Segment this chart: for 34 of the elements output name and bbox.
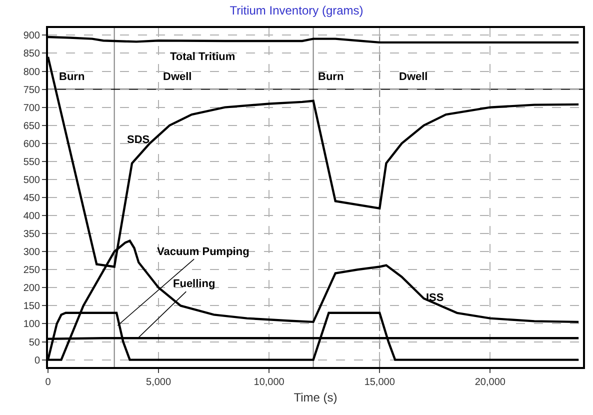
y-tick-label: 750 [23, 84, 40, 96]
chart-title: Tritium Inventory (grams) [230, 4, 364, 18]
x-tick-label: 15,000 [364, 377, 396, 388]
x-tick-label: 20,000 [474, 377, 506, 388]
annotation: Burn [59, 71, 85, 83]
x-tick-label: 5,000 [146, 377, 172, 388]
y-tick-label: 600 [23, 138, 40, 150]
series-label: Total Tritium [170, 51, 236, 63]
y-tick-label: 200 [23, 283, 40, 294]
text: Fuelling [173, 278, 216, 290]
x-axis-title: Time (s) [294, 390, 338, 404]
y-tick-label: 500 [23, 174, 40, 186]
y-tick-label: 850 [23, 48, 40, 60]
series-label: SDS [127, 134, 150, 146]
y-tick-label: 100 [23, 319, 40, 330]
y-tick-label: 0 [34, 355, 40, 366]
y-tick-label: 450 [23, 193, 40, 204]
y-tick-label: 900 [23, 30, 40, 42]
y-tick-label: 350 [23, 229, 40, 240]
y-tick-label: 800 [23, 66, 40, 78]
y-tick-label: 550 [23, 156, 40, 168]
y-tick-label: 150 [23, 301, 40, 312]
y-tick-label: 250 [23, 265, 40, 276]
y-tick-label: 50 [28, 337, 40, 348]
y-tick-label: 400 [23, 211, 40, 222]
text: Vacuum Pumping [157, 246, 250, 258]
y-tick-label: 700 [23, 102, 40, 114]
x-tick-label: 10,000 [254, 377, 285, 388]
x-tick-label: 0 [45, 377, 52, 388]
y-tick-label: 650 [23, 120, 40, 132]
annotation: Dwell [163, 71, 192, 83]
y-tick-label: 300 [23, 247, 40, 258]
annotation: Dwell [399, 71, 428, 83]
annotation: Burn [318, 71, 344, 83]
